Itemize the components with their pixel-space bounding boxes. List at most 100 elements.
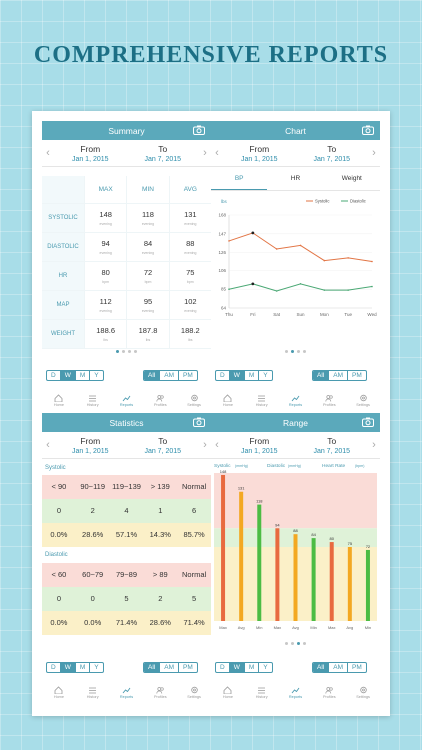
next-arrow-icon[interactable]: › (203, 439, 207, 451)
stat-cell: < 60 (51, 570, 67, 579)
prev-arrow-icon[interactable]: ‹ (215, 439, 219, 451)
tab-profiles[interactable]: Profiles (143, 394, 177, 414)
time-pm[interactable]: PM (346, 663, 366, 672)
to-label: To (158, 435, 168, 446)
tab-reports[interactable]: Reports (279, 686, 313, 706)
prev-arrow-icon[interactable]: ‹ (46, 147, 50, 159)
from-date[interactable]: Jan 1, 2015 (240, 155, 278, 163)
tab-settings[interactable]: Settings (177, 686, 211, 706)
data-point (275, 290, 278, 292)
next-arrow-icon[interactable]: › (372, 147, 376, 159)
period-m[interactable]: M (243, 663, 258, 672)
col-header-avg: AVG (168, 176, 211, 203)
time-am[interactable]: AM (159, 371, 178, 380)
tab-home[interactable]: Home (42, 394, 76, 414)
time-all[interactable]: All (144, 663, 160, 672)
period-d[interactable]: D (51, 372, 56, 379)
data-point (347, 257, 349, 259)
tab-settings[interactable]: Settings (346, 394, 380, 414)
stat-cell: 90~119 (80, 482, 106, 491)
prev-arrow-icon[interactable]: ‹ (46, 439, 50, 451)
tab-history[interactable]: History (245, 686, 279, 706)
tab-profiles[interactable]: Profiles (312, 394, 346, 414)
stat-cell: 71.4% (115, 618, 138, 627)
range-date-range: ‹ From Jan 1, 2015 To Jan 7, 2015 › (211, 432, 380, 459)
band (214, 473, 377, 529)
period-y[interactable]: Y (258, 663, 271, 672)
cell-sub: bpm (186, 280, 194, 284)
period-w[interactable]: W (228, 663, 244, 672)
tab-label: History (255, 403, 268, 407)
camera-icon[interactable] (193, 417, 205, 427)
camera-icon[interactable] (362, 417, 374, 427)
tab-label: Profiles (153, 695, 167, 699)
tab-profiles[interactable]: Profiles (312, 686, 346, 706)
to-date[interactable]: Jan 7, 2015 (144, 447, 182, 455)
period-w[interactable]: W (59, 371, 75, 380)
period-m[interactable]: M (74, 663, 89, 672)
tab-history[interactable]: History (76, 686, 110, 706)
data-point (228, 240, 230, 242)
time-all[interactable]: All (144, 371, 160, 380)
to-date[interactable]: Jan 7, 2015 (144, 155, 182, 163)
tab-history[interactable]: History (76, 394, 110, 414)
to-date[interactable]: Jan 7, 2015 (313, 447, 351, 455)
period-m[interactable]: M (74, 371, 89, 380)
summary-cell: 88 evening (168, 233, 211, 261)
period-y[interactable]: Y (258, 371, 271, 380)
bar-value-label: 148 (220, 469, 227, 474)
time-all[interactable]: All (313, 371, 329, 380)
tab-settings[interactable]: Settings (177, 394, 211, 414)
bar-value-label: 118 (256, 499, 263, 504)
time-all[interactable]: All (313, 663, 329, 672)
tab-reports[interactable]: Reports (110, 686, 144, 706)
tab-reports[interactable]: Reports (110, 394, 144, 414)
stat-cell: 119~139 (112, 482, 141, 491)
from-date[interactable]: Jan 1, 2015 (71, 155, 109, 163)
time-am[interactable]: AM (159, 663, 178, 672)
tab-hr[interactable]: HR (290, 175, 301, 182)
time-am[interactable]: AM (328, 663, 347, 672)
from-date[interactable]: Jan 1, 2015 (71, 447, 109, 455)
cell-value: 94 (101, 239, 110, 248)
summary-cell: 148 evening (84, 204, 126, 232)
prev-arrow-icon[interactable]: ‹ (215, 147, 219, 159)
cell-sub: evening (99, 251, 112, 255)
legend-label: Diastolic (350, 199, 366, 204)
tab-profiles[interactable]: Profiles (143, 686, 177, 706)
tab-home[interactable]: Home (211, 686, 245, 706)
period-w[interactable]: W (59, 663, 75, 672)
legend-label: (mmHg) (288, 464, 301, 468)
tab-reports[interactable]: Reports (279, 394, 313, 414)
tab-bp[interactable]: BP (211, 167, 268, 190)
cell-value: 95 (143, 297, 153, 306)
from-date[interactable]: Jan 1, 2015 (240, 447, 278, 455)
history-icon (258, 687, 266, 694)
period-w[interactable]: W (228, 371, 244, 380)
to-date[interactable]: Jan 7, 2015 (313, 155, 351, 163)
period-d[interactable]: D (51, 664, 56, 671)
data-point (323, 289, 326, 291)
bar (257, 504, 262, 621)
period-y[interactable]: Y (89, 371, 102, 380)
tab-settings[interactable]: Settings (346, 686, 380, 706)
tab-history[interactable]: History (245, 394, 279, 414)
next-arrow-icon[interactable]: › (372, 439, 376, 451)
time-selector: All AM PM (143, 370, 198, 381)
time-am[interactable]: AM (328, 371, 347, 380)
next-arrow-icon[interactable]: › (203, 147, 207, 159)
period-y[interactable]: Y (89, 663, 102, 672)
period-d[interactable]: D (220, 372, 225, 379)
tab-home[interactable]: Home (211, 394, 245, 414)
tab-home[interactable]: Home (42, 686, 76, 706)
time-pm[interactable]: PM (346, 371, 366, 380)
camera-icon[interactable] (362, 125, 374, 135)
tab-weight[interactable]: Weight (341, 175, 362, 182)
time-pm[interactable]: PM (177, 371, 197, 380)
camera-icon[interactable] (193, 125, 205, 135)
summary-panel: Summary ‹ From Jan 1, 2015 To Jan 7, 2015 … (42, 121, 211, 357)
period-d[interactable]: D (220, 664, 225, 671)
y-unit-label: lbs (221, 199, 228, 204)
time-pm[interactable]: PM (177, 663, 197, 672)
period-m[interactable]: M (243, 371, 258, 380)
